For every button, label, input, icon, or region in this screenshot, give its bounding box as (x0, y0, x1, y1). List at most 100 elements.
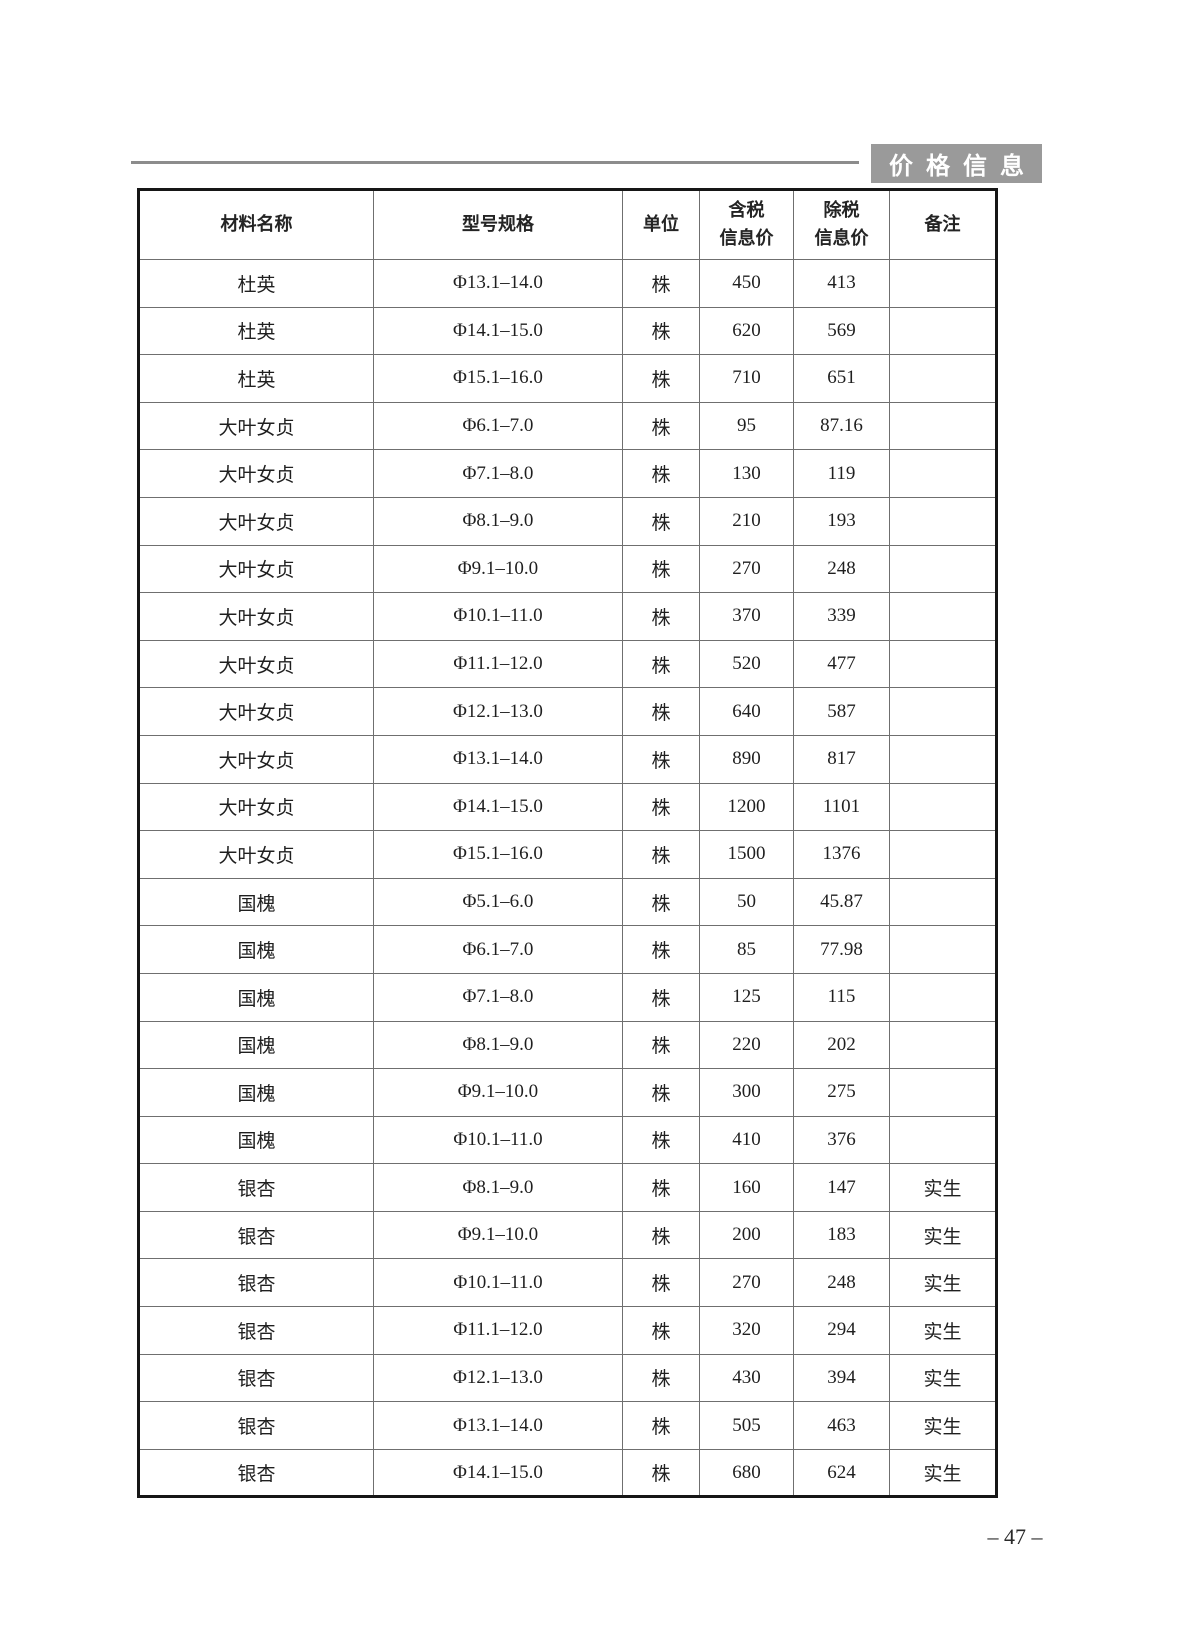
cell-name: 大叶女贞 (138, 734, 374, 784)
cell-note (889, 354, 997, 403)
table-row: 大叶女贞 Φ12.1–13.0 株 640 587 (138, 687, 997, 736)
cell-name: 大叶女贞 (138, 592, 374, 641)
cell-price-without-tax: 193 (793, 496, 890, 546)
cell-spec: Φ15.1–16.0 (373, 354, 623, 403)
table-row: 银杏 Φ13.1–14.0 株 505 463 实生 (138, 1401, 997, 1450)
cell-price-with-tax: 220 (699, 1020, 794, 1070)
cell-note: 实生 (889, 1448, 997, 1498)
cell-price-without-tax: 147 (793, 1163, 890, 1212)
col-header-label: 单位 (643, 214, 679, 235)
cell-spec: Φ10.1–11.0 (373, 592, 623, 641)
cell-price-with-tax: 620 (699, 306, 794, 356)
cell-spec: Φ13.1–14.0 (373, 734, 623, 784)
cell-spec: Φ10.1–11.0 (373, 1258, 623, 1308)
table-row: 大叶女贞 Φ11.1–12.0 株 520 477 (138, 639, 997, 689)
table-row: 大叶女贞 Φ9.1–10.0 株 270 248 (138, 544, 997, 594)
cell-name: 大叶女贞 (138, 401, 374, 451)
cell-name: 国槐 (138, 972, 374, 1022)
table-row: 大叶女贞 Φ6.1–7.0 株 95 87.16 (138, 401, 997, 451)
cell-unit: 株 (622, 544, 700, 594)
cell-name: 银杏 (138, 1258, 374, 1308)
cell-unit: 株 (622, 639, 700, 689)
cell-price-without-tax: 394 (793, 1353, 890, 1403)
cell-name: 大叶女贞 (138, 544, 374, 594)
cell-name: 银杏 (138, 1210, 374, 1260)
cell-price-with-tax: 505 (699, 1401, 794, 1450)
cell-price-with-tax: 1200 (699, 782, 794, 832)
cell-name: 大叶女贞 (138, 830, 374, 879)
cell-note (889, 496, 997, 546)
cell-spec: Φ12.1–13.0 (373, 1353, 623, 1403)
table-row: 杜英 Φ13.1–14.0 株 450 413 (138, 259, 997, 308)
cell-unit: 株 (622, 972, 700, 1022)
cell-unit: 株 (622, 354, 700, 403)
cell-price-with-tax: 50 (699, 877, 794, 927)
cell-note (889, 449, 997, 498)
cell-name: 大叶女贞 (138, 496, 374, 546)
table-header-row: 材料名称 型号规格 单位 含税 信息价 除税 信息价 备注 (138, 189, 997, 260)
cell-note (889, 1115, 997, 1165)
cell-price-without-tax: 413 (793, 259, 890, 308)
cell-unit: 株 (622, 925, 700, 974)
cell-note (889, 1020, 997, 1070)
cell-spec: Φ11.1–12.0 (373, 639, 623, 689)
price-info-badge-label: 价格信息 (889, 153, 1037, 180)
cell-spec: Φ15.1–16.0 (373, 830, 623, 879)
table-body: 杜英 Φ13.1–14.0 株 450 413 杜英 Φ14.1–15.0 株 620 569 杜英… (138, 259, 997, 1498)
cell-price-with-tax: 160 (699, 1163, 794, 1212)
cell-price-with-tax: 130 (699, 449, 794, 498)
cell-price-without-tax: 624 (793, 1448, 890, 1498)
cell-note (889, 639, 997, 689)
cell-name: 杜英 (138, 306, 374, 356)
col-header-price-without-tax: 除税 信息价 (793, 189, 890, 260)
cell-name: 杜英 (138, 354, 374, 403)
cell-spec: Φ14.1–15.0 (373, 1448, 623, 1498)
cell-name: 国槐 (138, 877, 374, 927)
cell-name: 国槐 (138, 1115, 374, 1165)
table-row: 银杏 Φ14.1–15.0 株 680 624 实生 (138, 1448, 997, 1498)
cell-name: 大叶女贞 (138, 782, 374, 832)
cell-price-with-tax: 320 (699, 1306, 794, 1355)
cell-price-with-tax: 370 (699, 592, 794, 641)
cell-price-with-tax: 210 (699, 496, 794, 546)
cell-unit: 株 (622, 877, 700, 927)
col-header-note: 备注 (889, 189, 997, 260)
table-row: 银杏 Φ12.1–13.0 株 430 394 实生 (138, 1353, 997, 1403)
cell-price-without-tax: 1376 (793, 830, 890, 879)
cell-note (889, 877, 997, 927)
price-table: 材料名称 型号规格 单位 含税 信息价 除税 信息价 备注 (137, 188, 998, 1499)
cell-spec: Φ9.1–10.0 (373, 1210, 623, 1260)
cell-unit: 株 (622, 1115, 700, 1165)
col-header-label: 备注 (924, 214, 961, 235)
cell-price-with-tax: 410 (699, 1115, 794, 1165)
cell-spec: Φ7.1–8.0 (373, 972, 623, 1022)
cell-note (889, 401, 997, 451)
cell-price-without-tax: 477 (793, 639, 890, 689)
cell-price-without-tax: 248 (793, 544, 890, 594)
cell-name: 杜英 (138, 259, 374, 308)
table-row: 大叶女贞 Φ8.1–9.0 株 210 193 (138, 496, 997, 546)
col-header-label-line2: 信息价 (719, 228, 774, 248)
cell-unit: 株 (622, 782, 700, 832)
cell-price-with-tax: 680 (699, 1448, 794, 1498)
table-row: 国槐 Φ6.1–7.0 株 85 77.98 (138, 925, 997, 974)
table-row: 大叶女贞 Φ14.1–15.0 株 1200 1101 (138, 782, 997, 832)
cell-unit: 株 (622, 1448, 700, 1498)
cell-price-without-tax: 587 (793, 687, 890, 736)
cell-price-without-tax: 248 (793, 1258, 890, 1308)
table-row: 国槐 Φ8.1–9.0 株 220 202 (138, 1020, 997, 1070)
cell-unit: 株 (622, 306, 700, 356)
cell-note: 实生 (889, 1258, 997, 1308)
cell-price-without-tax: 817 (793, 734, 890, 784)
cell-price-with-tax: 200 (699, 1210, 794, 1260)
cell-name: 银杏 (138, 1448, 374, 1498)
cell-price-with-tax: 125 (699, 972, 794, 1022)
price-info-badge: 价格信息 (871, 144, 1042, 183)
cell-price-with-tax: 270 (699, 1258, 794, 1308)
col-header-unit: 单位 (622, 189, 700, 260)
cell-price-without-tax: 183 (793, 1210, 890, 1260)
cell-note (889, 972, 997, 1022)
cell-price-without-tax: 376 (793, 1115, 890, 1165)
table-row: 杜英 Φ15.1–16.0 株 710 651 (138, 354, 997, 403)
table-row: 大叶女贞 Φ7.1–8.0 株 130 119 (138, 449, 997, 498)
